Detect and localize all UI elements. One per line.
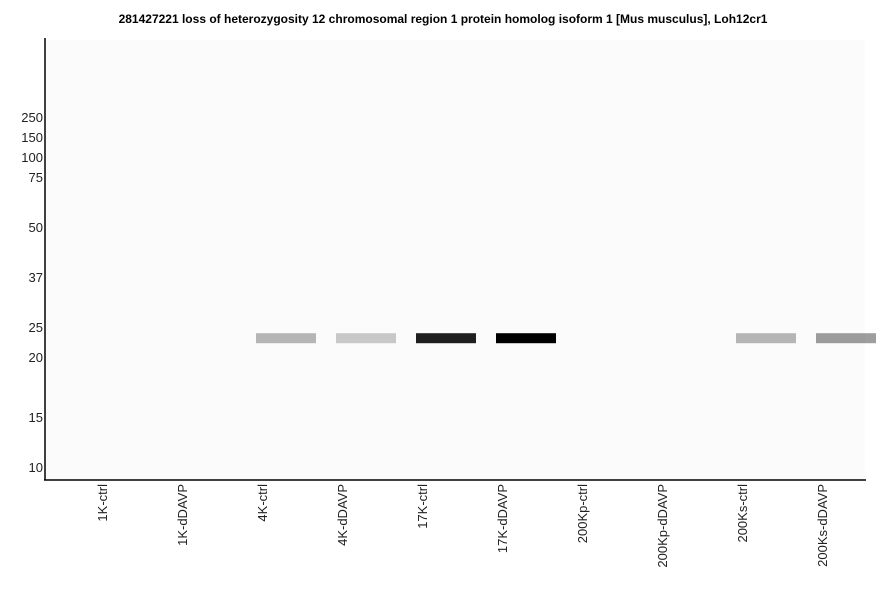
y-tick-label: 150 [21, 130, 43, 145]
y-tick-label: 75 [29, 170, 43, 185]
y-tick-label: 250 [21, 110, 43, 125]
band-4K-dDAVP [336, 333, 396, 344]
lane-label: 17K-dDAVP [495, 484, 510, 553]
y-tick-label: 37 [29, 270, 43, 285]
band-200Ks-dDAVP [816, 333, 876, 344]
lane-label: 200Ks-dDAVP [815, 484, 830, 567]
lane-label: 1K-dDAVP [175, 484, 190, 546]
lane-label: 4K-dDAVP [335, 484, 350, 546]
lane-label: 17K-ctrl [415, 484, 430, 529]
lane-labels: 1K-ctrl 1K-dDAVP 4K-ctrl 4K-dDAVP 17K-ctrl 17… [95, 484, 830, 568]
y-tick-label: 20 [29, 350, 43, 365]
lane-label: 1K-ctrl [95, 484, 110, 522]
y-tick-label: 50 [29, 220, 43, 235]
band-17K-ctrl [416, 333, 476, 344]
band-200Ks-ctrl [736, 333, 796, 344]
y-axis-ticks: 250 150 100 75 50 37 25 20 15 10 [21, 110, 43, 475]
y-tick-label: 15 [29, 410, 43, 425]
y-tick-label: 10 [29, 460, 43, 475]
bands [256, 333, 876, 344]
lane-label: 200Kp-ctrl [575, 484, 590, 543]
lane-label: 200Kp-dDAVP [655, 484, 670, 568]
band-4K-ctrl [256, 333, 316, 344]
chart-title: 281427221 loss of heterozygosity 12 chro… [118, 12, 768, 26]
lane-label: 4K-ctrl [255, 484, 270, 522]
lane-label: 200Ks-ctrl [735, 484, 750, 543]
plot-background [46, 40, 865, 479]
y-tick-label: 100 [21, 150, 43, 165]
band-17K-dDAVP [496, 333, 556, 344]
y-tick-label: 25 [29, 320, 43, 335]
